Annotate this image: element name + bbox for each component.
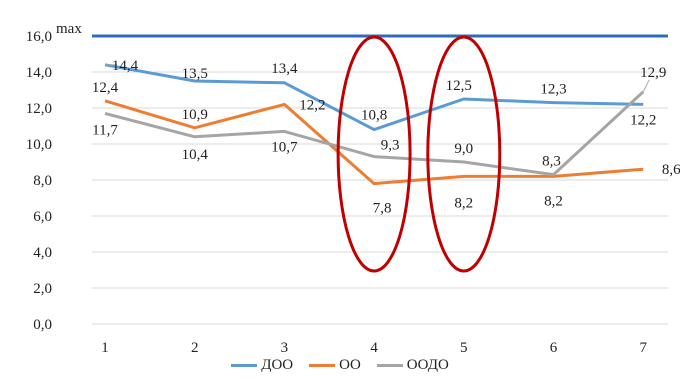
data-label-oo: 12,2 [299, 97, 325, 113]
data-label-doo: 12,3 [540, 82, 566, 98]
legend-label-oodo: ООДО [406, 357, 449, 373]
highlight-ellipses [336, 35, 502, 273]
max-label: max [56, 21, 82, 37]
x-tick-label: 4 [370, 340, 378, 356]
y-tick-label: 2,0 [33, 281, 52, 297]
data-label-doo: 10,8 [361, 108, 387, 124]
label-leaders [105, 64, 650, 93]
y-tick-label: 12,0 [26, 101, 52, 117]
legend-swatch-oo [309, 364, 336, 367]
y-tick-label: 0,0 [33, 317, 52, 333]
data-label-oo: 8,2 [544, 193, 563, 209]
data-label-oodo: 9,3 [381, 138, 400, 154]
y-tick-label: 16,0 [26, 29, 52, 45]
legend-item-oodo: ООДО [376, 357, 449, 374]
data-label-oodo: 9,0 [454, 141, 473, 157]
data-label-oodo: 10,4 [182, 147, 209, 163]
legend: ДОО ОО ООДО [0, 357, 680, 374]
x-tick-label: 7 [639, 340, 647, 356]
x-tick-label: 3 [281, 340, 289, 356]
data-label-oo: 8,6 [662, 162, 680, 178]
highlight-ellipse [426, 35, 502, 273]
data-label-doo: 12,5 [446, 78, 472, 94]
gridlines [92, 71, 668, 325]
data-label-oodo: 11,7 [92, 122, 118, 138]
series-lines [104, 63, 645, 186]
x-axis-ticks: 1 2 3 4 5 6 7 [101, 340, 647, 356]
y-tick-label: 10,0 [26, 137, 52, 153]
series-line-oo [104, 99, 644, 186]
x-tick-label: 5 [460, 340, 468, 356]
max-line: max [56, 21, 668, 38]
data-labels: 14,4 13,5 13,4 10,8 12,5 12,3 12,2 12,4 10,9 12,2… [92, 58, 680, 217]
legend-item-doo: ДОО [231, 357, 293, 374]
highlight-ellipse [336, 35, 412, 273]
data-label-oo: 8,2 [454, 195, 473, 211]
data-label-oodo: 8,3 [542, 154, 561, 170]
data-label-doo: 12,2 [630, 112, 656, 128]
x-tick-label: 1 [101, 340, 109, 356]
legend-label-oo: ОО [339, 357, 361, 373]
data-label-doo: 13,5 [182, 66, 208, 82]
data-label-doo: 14,4 [112, 58, 139, 74]
label-leader [642, 79, 650, 93]
y-tick-label: 4,0 [33, 245, 52, 261]
data-label-oodo: 10,7 [271, 139, 298, 155]
x-tick-label: 6 [550, 340, 558, 356]
y-tick-label: 8,0 [33, 173, 52, 189]
data-label-oo: 7,8 [373, 201, 392, 217]
legend-swatch-doo [231, 364, 258, 367]
data-label-oo: 12,4 [92, 80, 119, 96]
legend-item-oo: ОО [309, 357, 361, 374]
data-label-doo: 13,4 [271, 61, 298, 77]
legend-swatch-oodo [376, 364, 403, 367]
y-tick-label: 6,0 [33, 209, 52, 225]
y-tick-label: 14,0 [26, 65, 52, 81]
data-label-oo: 10,9 [182, 107, 208, 123]
legend-label-doo: ДОО [261, 357, 294, 373]
series-line-oodo [104, 90, 645, 177]
x-tick-label: 2 [191, 340, 199, 356]
data-label-oodo: 12,9 [640, 65, 666, 81]
series-line-doo [104, 63, 644, 132]
y-axis-ticks: 0,0 2,0 4,0 6,0 8,0 10,0 12,0 14,0 16,0 [26, 29, 52, 333]
